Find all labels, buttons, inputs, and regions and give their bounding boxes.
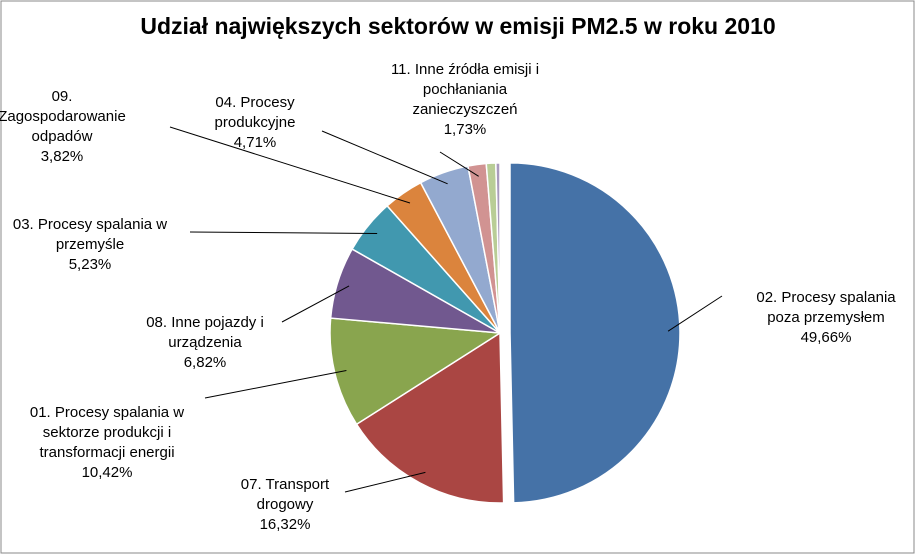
- leader-line: [189, 231, 378, 234]
- leader-line: [344, 471, 426, 493]
- slice-name: 01. Procesy spalania w sektorze produkcj…: [29, 404, 185, 461]
- pie-slice: [509, 162, 681, 504]
- slice-name: 09. Zagospodarowanie odpadów: [0, 88, 126, 145]
- slice-label: 11. Inne źródła emisji i pochłaniania za…: [370, 60, 560, 140]
- leader-line: [667, 295, 723, 332]
- slice-value: 49,66%: [800, 329, 852, 346]
- leader-line: [439, 151, 479, 177]
- slice-label: 02. Procesy spalania poza przemysłem 49,6…: [741, 288, 911, 348]
- leader-line: [169, 126, 411, 204]
- slice-value: 10,42%: [81, 464, 133, 481]
- leader-line: [204, 369, 347, 399]
- slice-label: 01. Procesy spalania w sektorze produkcj…: [12, 403, 202, 483]
- slice-label: 03. Procesy spalania w przemyśle 5,23%: [0, 215, 180, 275]
- slice-label: 04. Procesy produkcyjne 4,71%: [195, 93, 315, 153]
- leader-line: [281, 285, 350, 323]
- pie-slice: [495, 162, 501, 334]
- slice-value: 6,82%: [183, 354, 227, 371]
- slice-label: 07. Transport drogowy 16,32%: [225, 475, 345, 535]
- slice-name: 07. Transport drogowy: [240, 476, 330, 513]
- slice-value: 4,71%: [233, 134, 277, 151]
- slice-value: 5,23%: [68, 256, 112, 273]
- slice-name: 11. Inne źródła emisji i pochłaniania za…: [390, 61, 540, 118]
- slice-name: 02. Procesy spalania poza przemysłem: [756, 289, 896, 326]
- slice-name: 04. Procesy produkcyjne: [214, 94, 296, 131]
- slice-value: 16,32%: [259, 516, 311, 533]
- slice-name: 08. Inne pojazdy i urządzenia: [146, 314, 264, 351]
- slice-label: 09. Zagospodarowanie odpadów 3,82%: [0, 87, 137, 167]
- slice-value: 1,73%: [443, 121, 487, 138]
- pie-slice: [355, 331, 505, 504]
- leader-line: [321, 130, 448, 185]
- slice-value: 3,82%: [40, 148, 84, 165]
- chart-title: Udział największych sektorów w emisji PM…: [140, 13, 775, 39]
- pie-slice: [329, 317, 503, 426]
- slice-name: 03. Procesy spalania w przemyśle: [12, 216, 168, 253]
- slice-label: 08. Inne pojazdy i urządzenia 6,82%: [125, 313, 285, 373]
